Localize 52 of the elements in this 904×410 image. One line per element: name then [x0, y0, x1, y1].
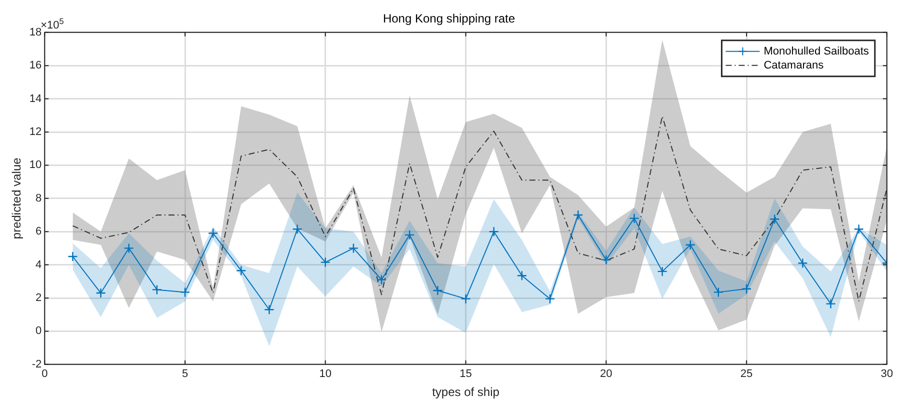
x-tick-label: 30: [880, 368, 894, 380]
legend-label: Monohulled Sailboats: [764, 45, 870, 58]
y-tick-label: 18: [29, 26, 42, 38]
point: [432, 285, 443, 296]
point: [601, 254, 612, 265]
point: [124, 243, 134, 254]
point: [544, 294, 556, 304]
point: [236, 266, 246, 276]
y-tick-label: 16: [29, 60, 42, 72]
point: [826, 298, 836, 309]
y-tick-label: 2: [36, 292, 42, 304]
point: [685, 240, 696, 250]
y-axis-title: predicted value: [10, 157, 24, 240]
point: [376, 274, 387, 285]
point: [516, 270, 528, 281]
point: [713, 287, 724, 298]
point: [741, 284, 752, 294]
point: [769, 214, 780, 224]
point: [96, 288, 106, 298]
point: [488, 226, 499, 237]
legend-label: Catamarans: [764, 59, 824, 72]
x-tick-label: 20: [600, 368, 612, 380]
x-tick-label: 5: [182, 368, 188, 380]
point: [264, 304, 274, 315]
point: [292, 224, 302, 234]
y-tick-label: -2: [32, 358, 42, 370]
point: [657, 266, 668, 277]
y-tick-label: 4: [36, 258, 42, 271]
x-tick-label: 10: [319, 368, 332, 380]
y-tick-label: 14: [29, 92, 42, 105]
x-axis-title: types of ship: [432, 385, 500, 400]
y-tick-label: 8: [36, 192, 42, 204]
point: [798, 258, 808, 268]
point: [348, 243, 359, 254]
point: [404, 230, 415, 240]
point: [629, 213, 640, 224]
y-tick-label: 12: [29, 126, 42, 138]
x-tick-label: 15: [460, 368, 472, 380]
line-series: [72, 116, 887, 302]
chart-title: Hong Kong shipping rate: [382, 12, 516, 26]
x-tick-label: 25: [740, 368, 753, 380]
y-tick-label: 0: [36, 325, 42, 338]
point: [68, 251, 78, 262]
y-tick-label: 10: [29, 159, 42, 172]
y-tick-label: 6: [36, 226, 42, 238]
point: [152, 284, 162, 295]
point: [572, 210, 584, 220]
point: [460, 294, 471, 304]
point: [180, 287, 190, 298]
point: [854, 224, 864, 234]
point: [208, 228, 218, 238]
point: [320, 257, 330, 268]
